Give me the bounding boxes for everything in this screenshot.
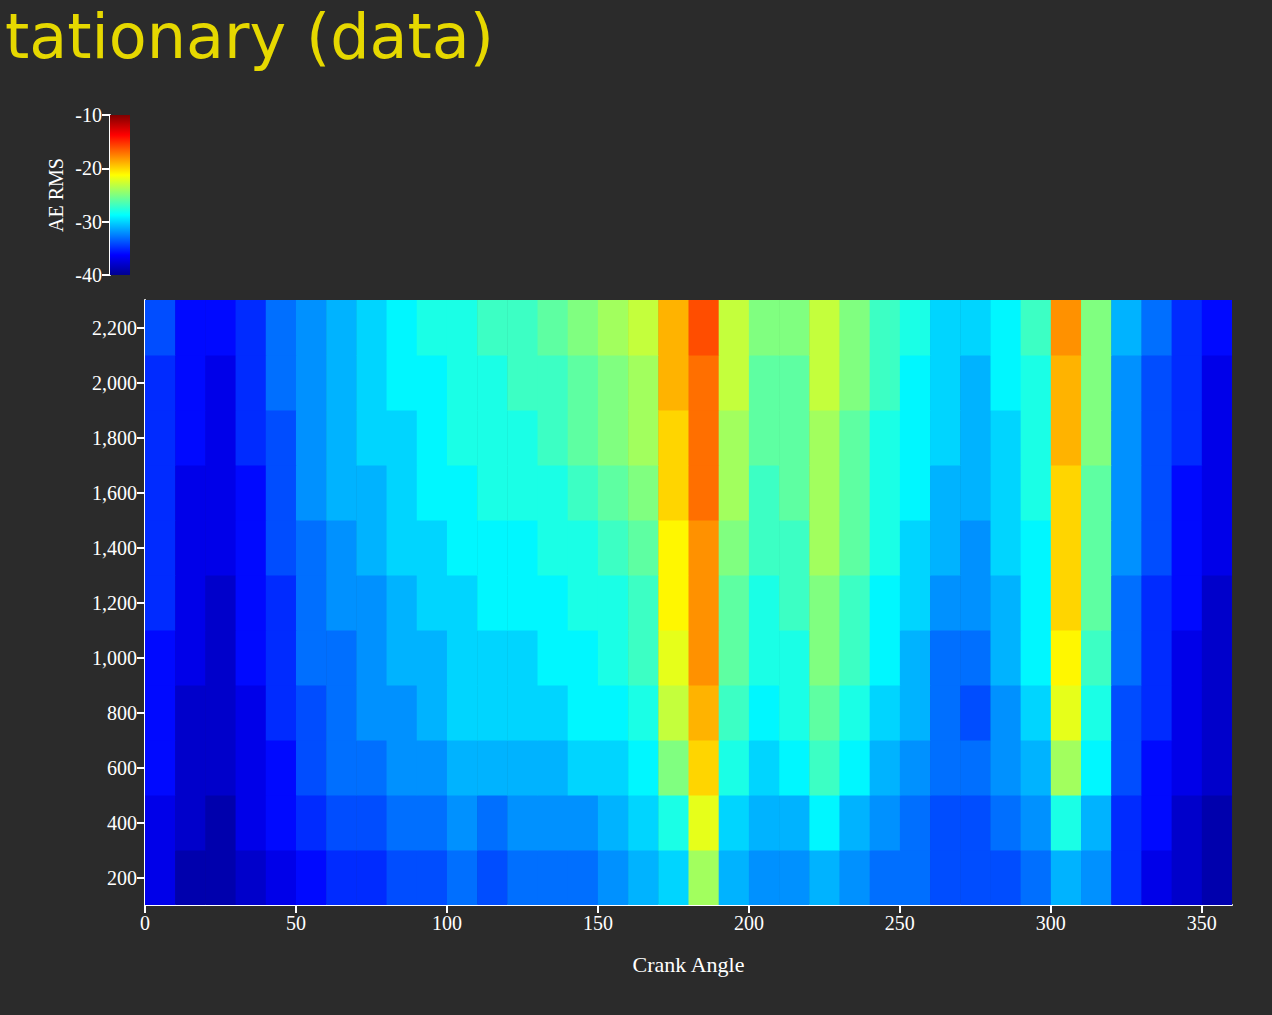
svg-text:600: 600 bbox=[107, 757, 137, 779]
svg-text:350: 350 bbox=[1187, 912, 1217, 934]
svg-text:0: 0 bbox=[140, 912, 150, 934]
svg-text:-40: -40 bbox=[75, 264, 102, 286]
svg-text:1,200: 1,200 bbox=[92, 592, 137, 614]
svg-text:400: 400 bbox=[107, 812, 137, 834]
svg-text:tationary (data): tationary (data) bbox=[5, 0, 494, 73]
svg-text:50: 50 bbox=[286, 912, 306, 934]
svg-text:200: 200 bbox=[107, 867, 137, 889]
svg-text:1,800: 1,800 bbox=[92, 427, 137, 449]
svg-text:300: 300 bbox=[1036, 912, 1066, 934]
svg-text:AE RMS: AE RMS bbox=[45, 158, 67, 232]
svg-text:100: 100 bbox=[432, 912, 462, 934]
svg-text:800: 800 bbox=[107, 702, 137, 724]
svg-text:1,000: 1,000 bbox=[92, 647, 137, 669]
svg-text:1,400: 1,400 bbox=[92, 537, 137, 559]
svg-text:150: 150 bbox=[583, 912, 613, 934]
svg-text:2,000: 2,000 bbox=[92, 372, 137, 394]
svg-text:2,200: 2,200 bbox=[92, 317, 137, 339]
svg-text:200: 200 bbox=[734, 912, 764, 934]
svg-text:Crank Angle: Crank Angle bbox=[633, 952, 745, 977]
svg-text:-10: -10 bbox=[75, 104, 102, 126]
svg-text:-30: -30 bbox=[75, 211, 102, 233]
svg-text:1,600: 1,600 bbox=[92, 482, 137, 504]
svg-text:-20: -20 bbox=[75, 157, 102, 179]
svg-text:250: 250 bbox=[885, 912, 915, 934]
